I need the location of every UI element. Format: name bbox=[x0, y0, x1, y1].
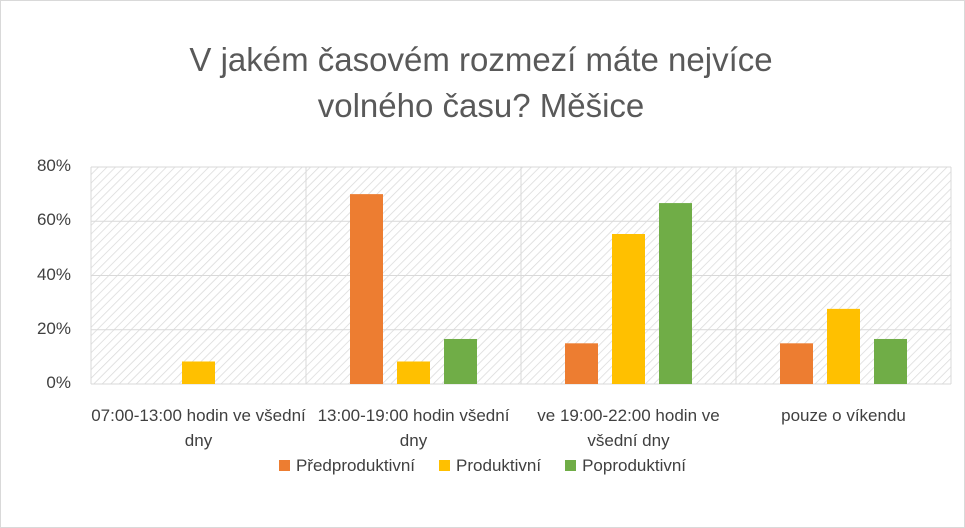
y-tick-label: 0% bbox=[46, 373, 71, 392]
legend-item: Poproduktivní bbox=[565, 456, 686, 476]
y-tick-label: 40% bbox=[36, 264, 71, 284]
bar bbox=[874, 338, 907, 384]
bar bbox=[565, 343, 598, 384]
x-tick-label: 07:00-13:00 hodin ve všední dny bbox=[91, 406, 306, 450]
bar bbox=[444, 338, 477, 384]
legend-label: Poproduktivní bbox=[582, 456, 687, 475]
x-tick-label: pouze o víkendu bbox=[781, 406, 906, 425]
x-tick-label: 13:00-19:00 hodin všední dny bbox=[317, 406, 510, 450]
legend-swatch bbox=[439, 460, 451, 471]
chart-title: V jakém časovém rozmezí máte nejvíce vol… bbox=[189, 41, 773, 124]
bar bbox=[350, 194, 383, 384]
legend-item: Produktivní bbox=[439, 456, 541, 476]
legend: Předproduktivní Produktivní Poproduktivní bbox=[1, 456, 964, 476]
bar bbox=[780, 343, 813, 384]
legend-item: Předproduktivní bbox=[278, 456, 416, 476]
legend-swatch bbox=[278, 460, 290, 471]
legend-label: Produktivní bbox=[456, 456, 542, 475]
legend-label: Předproduktivní bbox=[295, 456, 416, 475]
bar bbox=[397, 361, 430, 384]
bar bbox=[827, 308, 860, 384]
x-tick-label: ve 19:00-22:00 hodin ve všední dny bbox=[537, 406, 720, 450]
legend-swatch bbox=[565, 460, 577, 471]
y-tick-label: 60% bbox=[36, 210, 71, 230]
bar bbox=[659, 203, 692, 384]
y-tick-label: 80% bbox=[36, 156, 71, 175]
bar bbox=[182, 361, 215, 384]
bar bbox=[612, 233, 645, 384]
y-tick-label: 20% bbox=[36, 318, 71, 338]
